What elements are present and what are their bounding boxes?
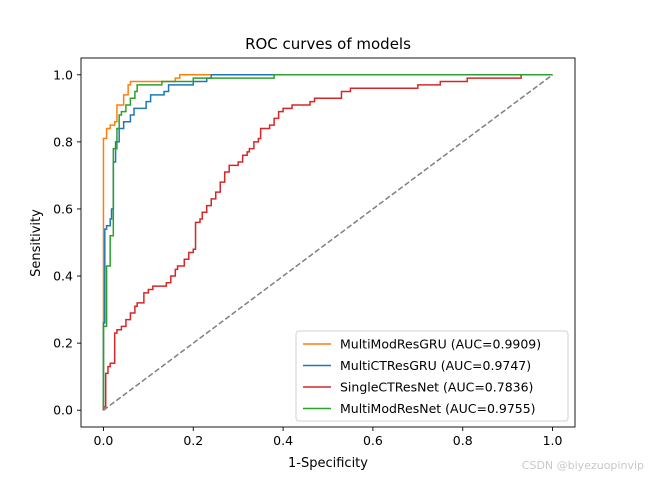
y-tick-label: 0.4 bbox=[53, 269, 73, 284]
x-axis-label: 1-Specificity bbox=[288, 456, 368, 471]
watermark-text: CSDN @biyezuopinvip bbox=[521, 459, 644, 472]
plot-area bbox=[80, 57, 576, 428]
x-tick-label: 0.2 bbox=[183, 433, 203, 448]
y-axis-label: Sensitivity bbox=[29, 209, 44, 277]
legend-box bbox=[295, 330, 569, 422]
roc-line-singlectresnet bbox=[102, 74, 553, 411]
y-tick-label: 1.0 bbox=[53, 67, 73, 82]
x-tick-label: 0.4 bbox=[273, 433, 293, 448]
roc-line-multimodresnet bbox=[102, 74, 553, 411]
x-tick-label: 1.0 bbox=[543, 433, 563, 448]
legend-label-multictresgru: MultiCTResGRU (AUC=0.9747) bbox=[340, 358, 531, 373]
x-tick-label: 0.8 bbox=[453, 433, 473, 448]
legend: MultiModResGRU (AUC=0.9909) MultiCTResGRU… bbox=[295, 330, 569, 422]
legend-label-multimodresnet: MultiModResNet (AUC=0.9755) bbox=[340, 401, 536, 416]
diagonal-reference-line bbox=[103, 74, 553, 411]
axes-frame bbox=[80, 57, 576, 428]
legend-label-multimodresgru: MultiModResGRU (AUC=0.9909) bbox=[340, 337, 541, 352]
y-tick-label: 0.6 bbox=[53, 201, 73, 216]
y-tick-label: 0.0 bbox=[53, 403, 73, 418]
x-tick-label: 0.6 bbox=[363, 433, 383, 448]
roc-line-multimodresgru bbox=[102, 74, 553, 411]
chart-title: ROC curves of models bbox=[245, 35, 411, 53]
y-tick-label: 0.2 bbox=[53, 336, 73, 351]
roc-line-multictresgru bbox=[102, 74, 553, 411]
axis-ticks: 0.0 0.2 0.4 0.6 0.8 1.0 0.0 0.2 0.4 0.6 0.8 1.0 bbox=[53, 67, 562, 448]
y-tick-label: 0.8 bbox=[53, 134, 73, 149]
legend-label-singlectresnet: SingleCTResNet (AUC=0.7836) bbox=[340, 380, 533, 395]
x-tick-label: 0.0 bbox=[94, 433, 114, 448]
